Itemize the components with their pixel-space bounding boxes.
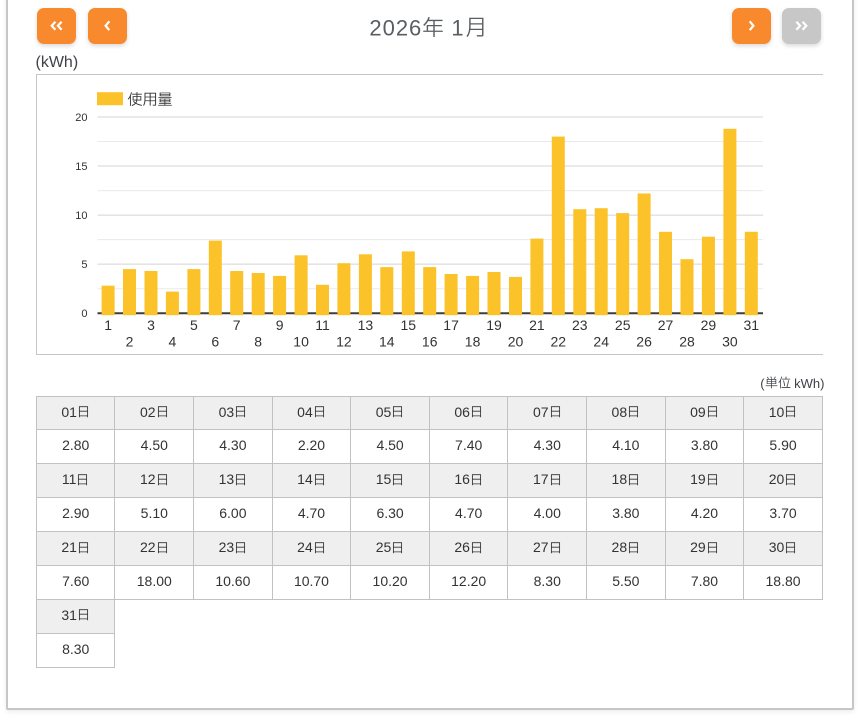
svg-text:23: 23 bbox=[572, 316, 588, 332]
svg-text:27: 27 bbox=[658, 316, 674, 332]
svg-text:14: 14 bbox=[379, 333, 395, 349]
svg-text:0: 0 bbox=[81, 308, 87, 320]
svg-text:7: 7 bbox=[233, 316, 241, 332]
svg-text:8: 8 bbox=[254, 333, 262, 349]
svg-text:17: 17 bbox=[443, 316, 459, 332]
svg-text:15: 15 bbox=[401, 316, 417, 332]
svg-text:28: 28 bbox=[679, 333, 695, 349]
svg-text:2: 2 bbox=[126, 333, 134, 349]
svg-text:16: 16 bbox=[422, 333, 438, 349]
svg-text:24: 24 bbox=[593, 333, 609, 349]
svg-text:20: 20 bbox=[75, 112, 87, 124]
svg-text:1: 1 bbox=[104, 316, 112, 332]
svg-text:26: 26 bbox=[636, 333, 652, 349]
svg-text:9: 9 bbox=[276, 316, 284, 332]
svg-text:25: 25 bbox=[615, 316, 631, 332]
svg-text:31: 31 bbox=[744, 316, 760, 332]
svg-text:5: 5 bbox=[190, 316, 198, 332]
svg-text:4: 4 bbox=[169, 333, 177, 349]
svg-text:12: 12 bbox=[336, 333, 352, 349]
svg-text:6: 6 bbox=[211, 333, 219, 349]
svg-text:22: 22 bbox=[551, 333, 567, 349]
svg-text:21: 21 bbox=[529, 316, 545, 332]
svg-text:18: 18 bbox=[465, 333, 481, 349]
svg-text:19: 19 bbox=[486, 316, 502, 332]
svg-text:20: 20 bbox=[508, 333, 524, 349]
svg-text:3: 3 bbox=[147, 316, 155, 332]
svg-text:30: 30 bbox=[722, 333, 738, 349]
svg-text:13: 13 bbox=[358, 316, 374, 332]
svg-text:11: 11 bbox=[315, 316, 330, 332]
svg-text:10: 10 bbox=[75, 210, 87, 222]
svg-text:29: 29 bbox=[701, 316, 717, 332]
svg-text:15: 15 bbox=[75, 161, 87, 173]
svg-text:10: 10 bbox=[293, 333, 309, 349]
svg-text:5: 5 bbox=[81, 259, 87, 271]
